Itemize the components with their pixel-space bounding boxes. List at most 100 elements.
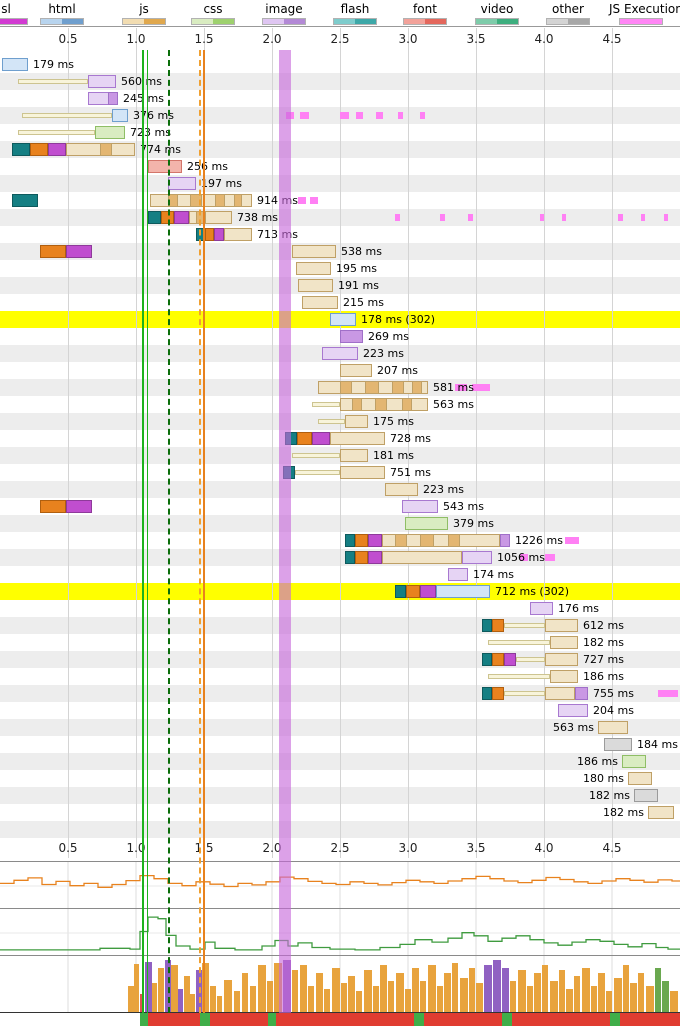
activity-bar <box>210 986 216 1012</box>
request-row[interactable]: 728 ms <box>0 430 680 447</box>
request-row[interactable]: 175 ms <box>0 413 680 430</box>
request-row[interactable]: 191 ms <box>0 277 680 294</box>
legend-item-js: js <box>112 2 176 25</box>
request-row[interactable]: 174 ms <box>0 566 680 583</box>
segment-jsD <box>395 534 407 547</box>
segment-jsD <box>196 211 206 224</box>
request-row[interactable]: 182 ms <box>0 634 680 651</box>
request-row[interactable]: 1226 ms <box>0 532 680 549</box>
axis-tick-label-bottom: 2.5 <box>330 841 350 855</box>
request-row[interactable]: 186 ms <box>0 753 680 770</box>
axis-tick-label-top: 1.5 <box>194 32 214 46</box>
request-time-label: 256 ms <box>187 160 228 173</box>
request-row[interactable]: 612 ms <box>0 617 680 634</box>
js-execution-mark <box>440 214 445 221</box>
request-row[interactable]: 180 ms <box>0 770 680 787</box>
request-row[interactable]: 181 ms <box>0 447 680 464</box>
segment-conn <box>40 500 66 513</box>
request-row[interactable]: 560 ms <box>0 73 680 90</box>
request-row[interactable]: 269 ms <box>0 328 680 345</box>
activity-bar <box>217 996 222 1012</box>
activity-bar <box>606 991 612 1012</box>
request-row[interactable]: 1056 ms <box>0 549 680 566</box>
activity-bar <box>258 965 266 1012</box>
request-row[interactable]: 223 ms <box>0 481 680 498</box>
request-row[interactable]: 245 ms <box>0 90 680 107</box>
legend-swatch-dark <box>6 19 27 24</box>
request-row[interactable]: 713 ms <box>0 226 680 243</box>
request-row[interactable]: 738 ms <box>0 209 680 226</box>
request-row[interactable]: 195 ms <box>0 260 680 277</box>
activity-bar <box>655 968 661 1012</box>
request-row[interactable]: 755 ms <box>0 685 680 702</box>
legend-swatch-light <box>123 19 144 24</box>
request-row[interactable]: 176 ms <box>0 600 680 617</box>
activity-bar <box>452 963 458 1012</box>
js-execution-mark <box>340 112 349 119</box>
js-execution-mark <box>468 214 473 221</box>
request-row[interactable]: 256 ms <box>0 158 680 175</box>
request-time-label: 713 ms <box>257 228 298 241</box>
request-row[interactable]: 379 ms <box>0 515 680 532</box>
activity-bar <box>420 981 426 1012</box>
request-time-label: 245 ms <box>123 92 164 105</box>
request-row[interactable]: 563 ms <box>0 719 680 736</box>
request-row[interactable]: 204 ms <box>0 702 680 719</box>
activity-bar <box>380 965 387 1012</box>
request-row[interactable]: 727 ms <box>0 651 680 668</box>
segment-conn <box>30 143 48 156</box>
request-row[interactable]: 723 ms <box>0 124 680 141</box>
activity-bar <box>300 965 307 1012</box>
activity-bar <box>283 960 291 1012</box>
activity-bar <box>437 986 443 1012</box>
request-row[interactable]: 581 ms <box>0 379 680 396</box>
activity-bar <box>145 962 152 1012</box>
request-row[interactable]: 914 ms <box>0 192 680 209</box>
legend-swatch <box>191 18 235 25</box>
axis-tick-label-bottom: 3.0 <box>398 841 418 855</box>
legend-swatch <box>0 18 28 25</box>
segment-image <box>530 602 553 615</box>
cpu-utilization-panel <box>0 861 680 909</box>
interactive-segment <box>502 1013 512 1026</box>
segment-thin <box>292 453 340 458</box>
activity-bar <box>152 983 157 1012</box>
request-row[interactable]: 538 ms <box>0 243 680 260</box>
bandwidth-in-chart <box>0 909 680 956</box>
legend-label: other <box>552 2 584 16</box>
long-task-segment <box>276 1013 414 1026</box>
request-row[interactable]: 712 ms (302) <box>0 583 680 600</box>
request-row[interactable]: 376 ms <box>0 107 680 124</box>
axis-tick-label-bottom: 1.0 <box>126 841 146 855</box>
request-row[interactable]: 178 ms (302) <box>0 311 680 328</box>
request-time-label: 186 ms <box>583 670 624 683</box>
request-time-label: 182 ms <box>589 789 630 802</box>
segment-image <box>448 568 468 581</box>
legend-swatch-light <box>620 19 641 24</box>
request-row[interactable]: 751 ms <box>0 464 680 481</box>
gridline <box>136 28 137 858</box>
request-time-label: 755 ms <box>593 687 634 700</box>
request-row[interactable]: 197 ms <box>0 175 680 192</box>
request-row[interactable]: 182 ms <box>0 787 680 804</box>
request-time-label: 376 ms <box>133 109 174 122</box>
gridline <box>68 28 69 858</box>
request-row[interactable]: 215 ms <box>0 294 680 311</box>
request-row[interactable]: 543 ms <box>0 498 680 515</box>
request-row[interactable]: 184 ms <box>0 736 680 753</box>
request-row[interactable]: 563 ms <box>0 396 680 413</box>
segment-jsD <box>412 381 422 394</box>
request-row[interactable]: 179 ms <box>0 56 680 73</box>
request-row[interactable]: 223 ms <box>0 345 680 362</box>
segment-jsD <box>234 194 242 207</box>
gridline <box>544 28 545 858</box>
axis-tick-label-top: 2.5 <box>330 32 350 46</box>
request-row[interactable]: 182 ms <box>0 804 680 821</box>
request-row[interactable]: 186 ms <box>0 668 680 685</box>
segment-jsD <box>392 381 404 394</box>
activity-bar <box>396 973 404 1012</box>
js-execution-mark <box>520 554 528 561</box>
request-time-label: 543 ms <box>443 500 484 513</box>
request-row[interactable]: 774 ms <box>0 141 680 158</box>
request-row[interactable]: 207 ms <box>0 362 680 379</box>
